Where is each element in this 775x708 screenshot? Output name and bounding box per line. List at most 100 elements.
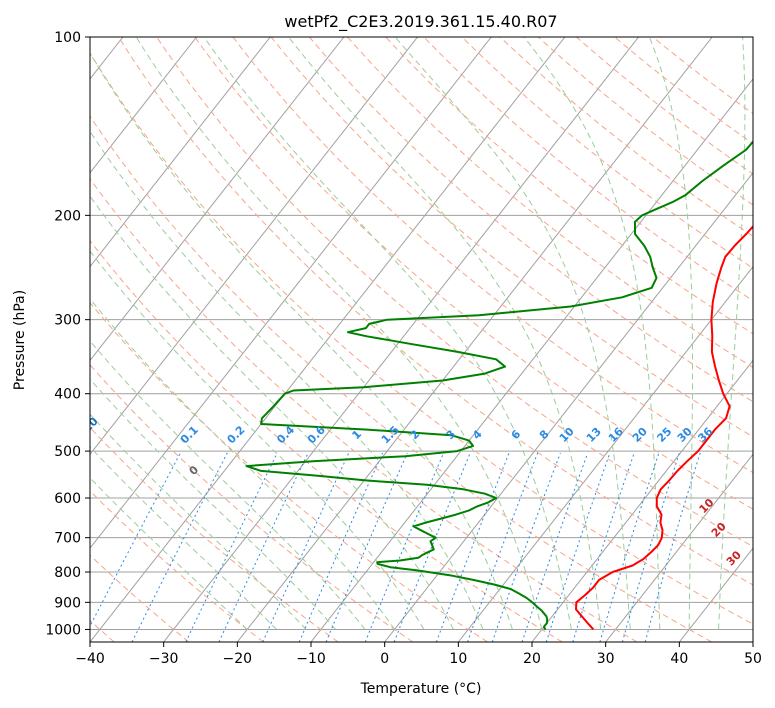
moist-adiabat-label: 30 xyxy=(724,548,744,568)
moist-adiabat-label: 40 xyxy=(751,580,771,600)
dry-adiabat-line xyxy=(156,37,753,548)
dry-adiabat-line xyxy=(90,302,488,642)
mixing-ratio-line xyxy=(325,452,408,642)
moist-adiabat-line xyxy=(90,477,248,630)
isotherm-line xyxy=(605,453,753,642)
moist-adiabat-line xyxy=(90,340,366,630)
dry-adiabat-line xyxy=(309,37,753,403)
moist-adiabat-line xyxy=(90,195,454,630)
isotherm-line xyxy=(90,37,492,549)
y-tick-label: 1000 xyxy=(45,622,81,638)
dry-adiabat-line xyxy=(385,37,753,335)
mixing-ratio-label: 0.2 xyxy=(225,423,248,446)
chart-title: wetPf2_C2E3.2019.361.15.40.R07 xyxy=(284,12,557,32)
isotherm-line xyxy=(90,37,418,456)
mixing-ratio-line xyxy=(218,452,309,642)
isotherm-line xyxy=(236,37,713,642)
theta-label: -10 xyxy=(77,415,100,438)
dry-adiabat-line xyxy=(90,554,190,642)
y-tick-label: 500 xyxy=(54,444,81,460)
isotherm-line xyxy=(90,37,197,174)
isotherm-line xyxy=(90,37,566,642)
y-tick-label: 100 xyxy=(54,30,81,46)
moist-adiabat-line xyxy=(523,37,661,630)
moist-adiabat-line xyxy=(203,37,572,630)
dry-adiabat-line xyxy=(537,37,753,206)
mixing-ratio-label: 10 xyxy=(557,425,577,445)
mixing-ratio-label: 20 xyxy=(630,425,650,445)
x-tick-label: −10 xyxy=(296,651,326,667)
y-tick-label: 800 xyxy=(54,565,81,581)
y-tick-label: 600 xyxy=(54,491,81,507)
moist-adiabat-line xyxy=(288,37,602,630)
mixing-ratio-line xyxy=(467,452,539,642)
moist-adiabat-line xyxy=(90,297,395,630)
dry-adiabat-line xyxy=(270,37,753,438)
mixing-ratio-line xyxy=(435,452,510,642)
moist-adiabat-line xyxy=(394,37,631,630)
x-tick-label: 20 xyxy=(523,651,541,667)
mixing-ratio-line xyxy=(393,452,471,642)
dry-adiabat-line xyxy=(90,426,339,642)
x-tick-label: 30 xyxy=(597,651,615,667)
moist-adiabat-line xyxy=(718,37,746,630)
dewpoint-line xyxy=(245,140,753,630)
isotherm-line xyxy=(163,37,639,642)
mixing-ratio-label: 25 xyxy=(654,425,674,445)
isotherm-line xyxy=(752,641,753,642)
x-tick-label: −30 xyxy=(149,651,179,667)
dry-adiabat-line xyxy=(423,37,753,302)
x-tick-label: −20 xyxy=(223,651,253,667)
y-tick-label: 400 xyxy=(54,387,81,403)
mixing-ratio-label: 16 xyxy=(606,425,626,445)
mixing-ratio-line xyxy=(491,452,561,642)
y-tick-label: 200 xyxy=(54,208,81,224)
dry-adiabat-line xyxy=(347,37,753,368)
mixing-ratio-line xyxy=(621,452,680,642)
x-tick-label: −40 xyxy=(75,651,105,667)
x-tick-label: 10 xyxy=(449,651,467,667)
x-axis: −40 −30 −20 −10 0 10 20 30 40 50 xyxy=(75,642,762,667)
isotherm-line xyxy=(457,265,753,642)
moist-adiabat-label: 10 xyxy=(697,496,717,516)
isotherm-line xyxy=(384,171,753,642)
mixing-ratio-line xyxy=(90,452,181,628)
mixing-ratio-label: 36 xyxy=(695,425,715,445)
dry-adiabat-line xyxy=(232,37,753,474)
moist-adiabat-line xyxy=(90,52,513,630)
isotherm-line xyxy=(531,359,753,642)
x-tick-label: 50 xyxy=(744,651,762,667)
temperature-line xyxy=(575,224,753,631)
mixing-ratio-line xyxy=(521,452,589,642)
y-tick-label: 700 xyxy=(54,531,81,547)
mixing-ratio-label: 8 xyxy=(537,428,552,443)
dry-adiabat-line xyxy=(90,177,638,642)
moist-adiabat-line xyxy=(90,413,307,630)
dry-adiabat-line xyxy=(90,52,753,625)
dry-adiabat-line xyxy=(576,37,753,175)
moist-adiabat-line xyxy=(90,250,425,630)
mixing-ratio-line xyxy=(644,452,701,642)
mixing-ratio-label: 13 xyxy=(584,425,604,445)
dry-adiabat-line xyxy=(652,37,753,115)
dry-adiabat-line xyxy=(90,115,712,642)
moist-adiabat-line xyxy=(90,378,336,630)
mixing-ratio-line xyxy=(262,452,350,642)
moist-adiabat-line xyxy=(135,37,543,630)
mixing-ratio-line xyxy=(131,452,228,642)
moist-adiabat-line xyxy=(648,37,693,630)
mixing-ratio-label: 3 xyxy=(444,428,459,443)
x-tick-label: 0 xyxy=(380,651,389,667)
mixing-ratio-line xyxy=(572,452,635,642)
y-axis-label: Pressure (hPa) xyxy=(12,290,28,390)
plot-frame xyxy=(89,36,754,643)
y-axis: 100 200 300 400 500 600 700 800 900 1000 xyxy=(45,30,90,638)
y-tick-label: 300 xyxy=(54,313,81,329)
isotherm-line xyxy=(90,37,345,362)
moist-adiabat-line xyxy=(90,130,484,630)
mixing-ratio-label: 6 xyxy=(509,427,524,442)
dry-adiabat-line xyxy=(90,239,563,642)
moist-adiabat-line xyxy=(90,446,278,630)
dry-adiabat-line xyxy=(461,37,753,269)
